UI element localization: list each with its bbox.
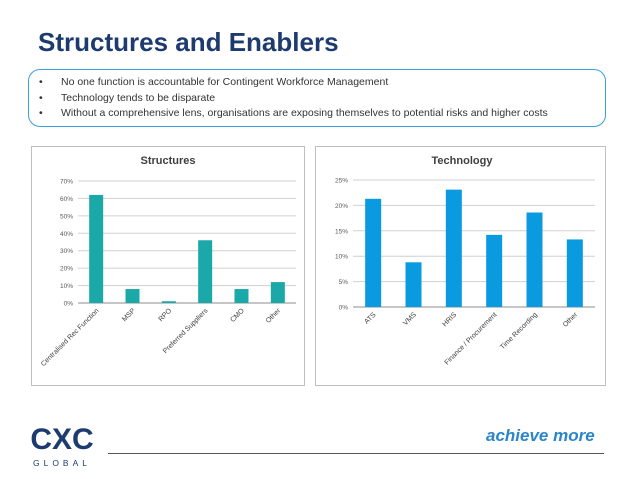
y-tick-label: 0% — [339, 305, 349, 312]
y-tick-label: 20% — [60, 266, 73, 273]
y-tick-label: 70% — [60, 179, 73, 186]
y-tick-label: 30% — [60, 248, 73, 255]
bullet-symbol: • — [39, 91, 43, 104]
bar — [566, 239, 583, 307]
structures-chart-panel: Structures 0% 10% 20% 30% 40% 50% 60% 70% Central… — [31, 146, 305, 386]
bar — [486, 234, 503, 307]
bullet-text: Technology tends to be disparate — [61, 91, 216, 104]
y-tick-label: 40% — [60, 231, 73, 238]
y-tick-label: 20% — [335, 203, 348, 210]
page-title: Structures and Enablers — [38, 27, 339, 57]
bar — [198, 240, 213, 303]
x-tick-label: VMS — [402, 311, 418, 327]
bullet-text: Without a comprehensive lens, organisati… — [61, 107, 548, 119]
bar — [445, 189, 462, 307]
x-tick-label: MSP — [121, 307, 137, 323]
tagline: achieve more — [486, 426, 595, 445]
bullet-item: • No one function is accountable for Con… — [39, 75, 605, 91]
y-tick-label: 50% — [60, 213, 73, 220]
x-tick-label: Centralised Rec Function — [40, 307, 101, 368]
bar — [234, 289, 249, 303]
bullet-box: • No one function is accountable for Con… — [28, 69, 606, 127]
x-tick-label: Time Recording — [499, 311, 539, 351]
bar — [365, 198, 382, 307]
bar — [405, 262, 422, 307]
bar — [125, 289, 140, 303]
structures-chart: Structures 0% 10% 20% 30% 40% 50% 60% 70% Central… — [40, 155, 296, 368]
x-tick-label: Other — [562, 311, 580, 329]
bullet-item: • Technology tends to be disparate — [39, 91, 605, 107]
chart-title: Structures — [140, 155, 195, 167]
bar — [526, 212, 543, 307]
bullet-text: No one function is accountable for Conti… — [61, 76, 389, 88]
y-tick-label: 5% — [339, 279, 349, 286]
logo-letters: CXC — [30, 423, 93, 456]
bar — [89, 194, 104, 303]
x-tick-label: ATS — [363, 311, 377, 325]
bullet-symbol: • — [39, 107, 43, 119]
technology-chart-panel: Technology 0% 5% 10% 15% 20% 25% ATS VMS HRIS Fina… — [315, 146, 606, 386]
footer-divider — [108, 453, 604, 454]
x-tick-label: CMO — [229, 307, 246, 324]
logo-subtitle: GLOBAL — [33, 458, 91, 468]
y-tick-label: 10% — [60, 283, 73, 290]
chart-title: Technology — [432, 155, 494, 167]
x-tick-label: RPO — [158, 307, 174, 323]
bar — [270, 282, 285, 303]
bullet-symbol: • — [39, 76, 43, 88]
bullet-item: • Without a comprehensive lens, organisa… — [39, 106, 605, 122]
bar — [161, 301, 176, 303]
y-tick-label: 10% — [335, 254, 348, 261]
cxc-logo: CXC GLOBAL — [30, 423, 93, 468]
x-tick-label: HRIS — [441, 311, 458, 328]
y-tick-label: 0% — [64, 301, 74, 308]
y-tick-label: 25% — [335, 178, 348, 185]
y-tick-label: 60% — [60, 196, 73, 203]
y-tick-label: 15% — [335, 228, 348, 235]
x-tick-label: Other — [265, 307, 283, 325]
